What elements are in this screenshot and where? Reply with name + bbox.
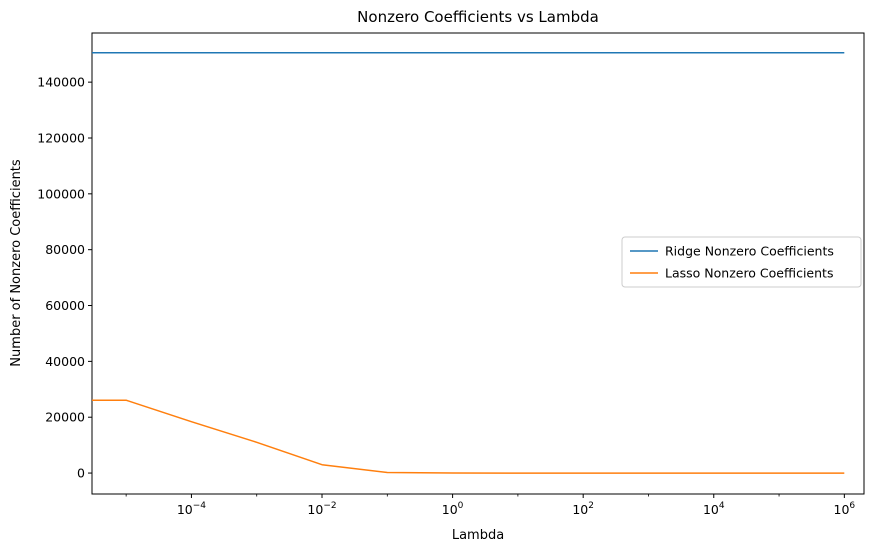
legend-box <box>621 236 862 288</box>
plot-area: 0 20000 40000 60000 80000 100000 120000 140000 1… <box>37 32 865 517</box>
series-line-lasso <box>92 399 845 474</box>
y-tick-label: 60000 <box>45 298 85 313</box>
axes-frame <box>91 32 865 495</box>
y-axis-label: Number of Nonzero Coefficients <box>9 159 24 367</box>
y-tick-label: 0 <box>77 466 85 481</box>
x-tick-label: 10−4 <box>177 501 206 517</box>
legend-label: Lasso Nonzero Coefficients <box>665 266 833 281</box>
legend-label: Ridge Nonzero Coefficients <box>665 244 834 259</box>
y-tick-label: 20000 <box>45 410 85 425</box>
x-tick-label: 100 <box>442 501 464 517</box>
y-tick-label: 100000 <box>37 186 85 201</box>
y-tick-label: 80000 <box>45 242 85 257</box>
x-tick-label: 104 <box>703 501 725 517</box>
x-tick-label: 102 <box>572 501 594 517</box>
y-tick-label: 120000 <box>37 130 85 145</box>
y-tick-label: 140000 <box>37 75 85 90</box>
x-tick-label: 106 <box>834 501 856 517</box>
chart-title: Nonzero Coefficients vs Lambda <box>357 8 599 26</box>
y-tick-label: 40000 <box>45 354 85 369</box>
x-axis-label: Lambda <box>452 528 504 543</box>
x-tick-label: 10−2 <box>307 501 336 517</box>
